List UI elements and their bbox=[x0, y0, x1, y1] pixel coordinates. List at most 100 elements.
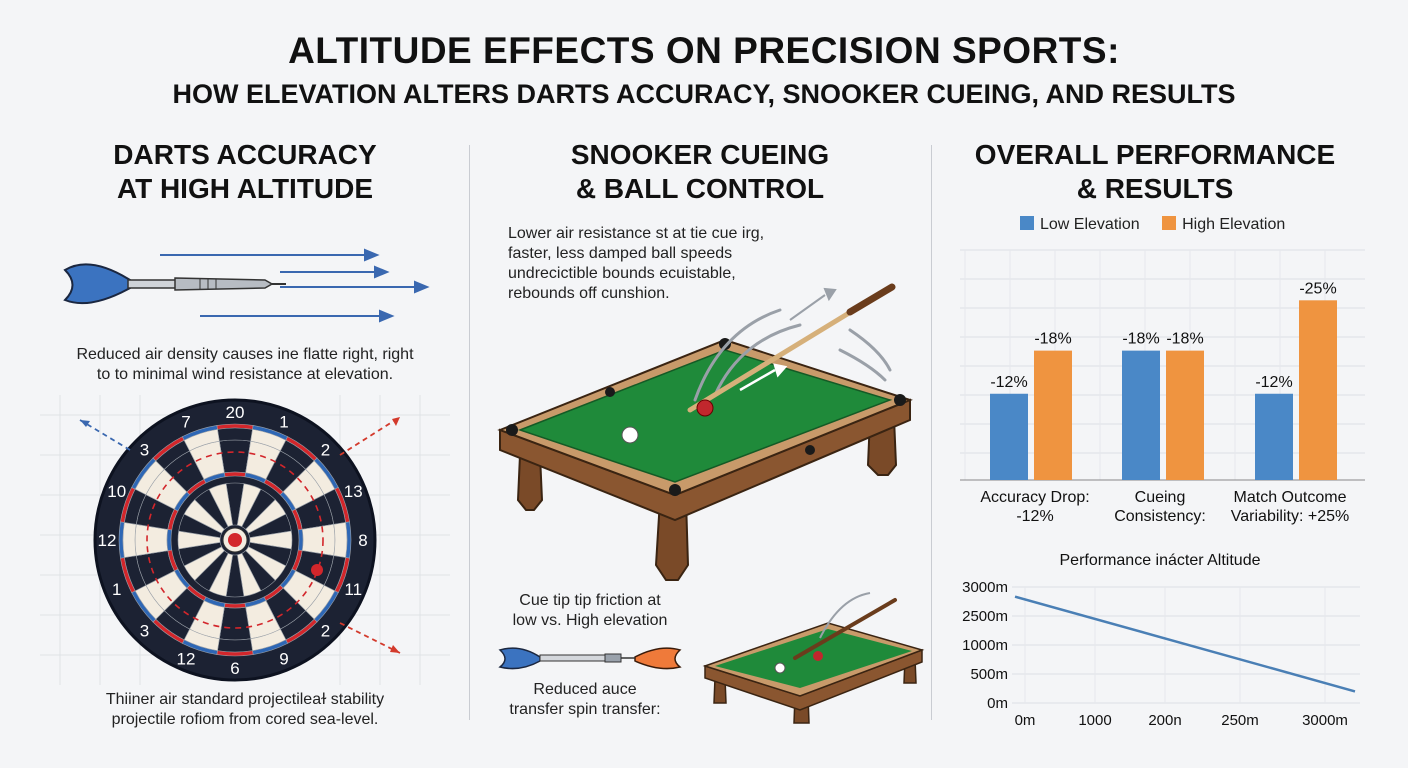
small-red-ball bbox=[813, 651, 823, 661]
y-tick-label: 0m bbox=[987, 695, 1008, 712]
dartboard-number: 2 bbox=[321, 440, 330, 459]
bar-category-label: Match Outcome Variability: +25% bbox=[1230, 489, 1350, 525]
dartboard-segment bbox=[219, 439, 251, 474]
bar-value-label: -18% bbox=[1166, 331, 1203, 348]
legend-item-high: High Elevation bbox=[1162, 216, 1285, 233]
dartboard-segment bbox=[203, 472, 226, 484]
y-tick-label: 1000m bbox=[962, 637, 1008, 654]
legend-label-high: High Elevation bbox=[1182, 216, 1286, 233]
dartboard-number: 6 bbox=[230, 659, 239, 678]
dart-icon bbox=[63, 263, 286, 305]
snooker-caption-bottom-line1: Reduced auce bbox=[533, 681, 637, 698]
dartboard-segment bbox=[166, 529, 173, 551]
snooker-heading-line1: SNOOKER CUEING bbox=[570, 139, 830, 170]
dartboard-number: 12 bbox=[98, 531, 117, 550]
darts-caption-top-line1: Reduced air density causes ine flatte ri… bbox=[76, 346, 414, 363]
bar-value-label: -12% bbox=[1255, 374, 1292, 391]
snooker-caption-bottom: Reduced auce transfer spin transfer: bbox=[480, 680, 690, 720]
y-tick-label: 500m bbox=[970, 666, 1008, 683]
page-subtitle: HOW ELEVATION ALTERS DARTS ACCURACY, SNO… bbox=[172, 79, 1236, 109]
line-chart-title: Performance inácter Altitude bbox=[1059, 552, 1261, 569]
column-divider-right bbox=[931, 145, 932, 720]
bar-value-label: -25% bbox=[1299, 280, 1336, 297]
dartboard-number: 10 bbox=[107, 482, 126, 501]
cue-ball bbox=[621, 426, 639, 444]
ball-direction-arrows bbox=[739, 363, 788, 392]
darts-caption-top: Reduced air density causes ine flatte ri… bbox=[40, 345, 450, 385]
dartboard-segment bbox=[208, 483, 233, 528]
snooker-caption-top: Lower air resistance st at tie cue irg, … bbox=[508, 224, 808, 304]
dartboard-number: 3 bbox=[140, 440, 149, 459]
bar-high-elevation bbox=[1034, 350, 1072, 480]
bar-value-label: -18% bbox=[1034, 331, 1071, 348]
bar-chart-categories: Accuracy Drop: -12% Cueing Consistency: Matc… bbox=[950, 488, 1370, 533]
dartboard-segment bbox=[219, 606, 251, 641]
orange-flight-icon bbox=[634, 647, 682, 670]
page-title: ALTITUDE EFFECTS ON PRECISION SPORTS: bbox=[288, 30, 1120, 71]
cue-tip-darts-illustration bbox=[498, 647, 682, 670]
column-divider-left bbox=[469, 145, 470, 720]
dartboard-segment bbox=[217, 638, 253, 653]
dartboard-number: 1 bbox=[279, 413, 288, 432]
darts-caption-bottom-line2: projectile rofiom from cored sea-level. bbox=[111, 711, 379, 728]
dartboard-number: 9 bbox=[279, 649, 288, 668]
dartboard-number: 20 bbox=[226, 403, 245, 422]
bullseye bbox=[228, 533, 242, 547]
small-table-cloth bbox=[715, 629, 912, 688]
bar-low-elevation bbox=[1255, 393, 1293, 480]
table-pockets bbox=[506, 338, 906, 496]
darts-heading-line2: AT HIGH ALTITUDE bbox=[116, 173, 374, 204]
dartboard-segment bbox=[224, 471, 246, 478]
dart-flight-illustration bbox=[63, 248, 430, 323]
darts-heading-line1: DARTS ACCURACY bbox=[113, 139, 377, 170]
bar-high-elevation bbox=[1166, 350, 1204, 480]
dartboard-segment bbox=[297, 529, 304, 551]
darts-caption-top-line2: to to minimal wind resistance at elevati… bbox=[96, 366, 394, 383]
red-ball bbox=[696, 399, 714, 417]
dartboard-number: 13 bbox=[344, 482, 363, 501]
snooker-caption-top-line3: undrecictible bounds ecuistable, bbox=[508, 265, 736, 282]
darts-caption-bottom-line1: Thiiner air standard projectileaɫ stabil… bbox=[105, 691, 385, 708]
dartboard-number: 1 bbox=[112, 580, 121, 599]
snooker-caption-middle-line1: Cue tip tip friction at bbox=[519, 592, 661, 609]
bar-category-label: Cueing Consistency: bbox=[1114, 489, 1206, 525]
bar-category-label: Accuracy Drop: -12% bbox=[980, 489, 1090, 525]
snooker-table-small bbox=[702, 592, 925, 724]
cue-stick bbox=[687, 283, 896, 413]
dartboard-number: 2 bbox=[321, 622, 330, 641]
x-tick-label: 0m bbox=[1015, 712, 1036, 729]
y-tick-label: 2500m bbox=[962, 608, 1008, 625]
small-cue-ball bbox=[774, 662, 786, 674]
dartboard-number: 11 bbox=[344, 580, 362, 599]
legend-item-low: Low Elevation bbox=[1020, 216, 1140, 233]
dartboard-number: 8 bbox=[358, 531, 367, 550]
dartboard-segment bbox=[217, 427, 253, 442]
x-tick-label: 200n bbox=[1148, 712, 1181, 729]
x-tick-label: 250m bbox=[1221, 712, 1259, 729]
dartboard-number: 7 bbox=[181, 413, 190, 432]
motion-swooshes bbox=[693, 308, 892, 402]
snooker-table-large bbox=[497, 283, 913, 581]
legend-label-low: Low Elevation bbox=[1040, 216, 1140, 233]
bar-low-elevation bbox=[990, 393, 1028, 480]
dartboard-segment bbox=[224, 602, 246, 609]
bar-chart-legend: Low Elevation High Elevation bbox=[1020, 216, 1303, 234]
snooker-heading: SNOOKER CUEING & BALL CONTROL bbox=[505, 138, 895, 206]
small-cue-stick bbox=[793, 598, 897, 660]
dartboard-segment bbox=[333, 522, 348, 558]
x-tick-label: 3000m bbox=[1302, 712, 1348, 729]
snooker-caption-bottom-line2: transfer spin transfer: bbox=[509, 701, 661, 718]
dart-hit-marker bbox=[311, 564, 323, 576]
line-series bbox=[1014, 595, 1356, 693]
overall-heading-line2: & RESULTS bbox=[1076, 173, 1234, 204]
small-table-swoosh bbox=[819, 592, 871, 639]
cue-arrow bbox=[789, 287, 837, 321]
dartboard-number: 12 bbox=[177, 649, 196, 668]
snooker-caption-top-line1: Lower air resistance st at tie cue irg, bbox=[508, 225, 765, 242]
dartboard-segment bbox=[134, 524, 169, 556]
line-chart: 0m 500m 1000m 2500m 3000m 0m 1000 200n 250m 3000m bbox=[962, 579, 1360, 729]
darts-caption-bottom: Thiiner air standard projectileaɫ stabil… bbox=[40, 690, 450, 730]
dartboard-dashed-ring bbox=[146, 451, 324, 629]
